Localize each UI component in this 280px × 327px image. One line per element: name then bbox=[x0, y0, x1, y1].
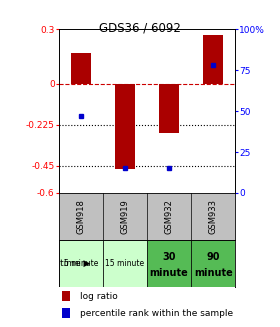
Bar bbox=[115, 84, 135, 169]
Text: percentile rank within the sample: percentile rank within the sample bbox=[80, 309, 233, 318]
Text: GSM918: GSM918 bbox=[76, 199, 85, 234]
Text: 30: 30 bbox=[162, 252, 176, 262]
Bar bbox=[103, 240, 147, 287]
Text: time ▶: time ▶ bbox=[60, 259, 90, 268]
Text: minute: minute bbox=[150, 268, 188, 278]
Text: 15 minute: 15 minute bbox=[105, 259, 144, 268]
Bar bbox=[71, 53, 91, 84]
Text: GSM932: GSM932 bbox=[165, 199, 174, 234]
Bar bbox=[62, 308, 70, 318]
Text: GSM919: GSM919 bbox=[120, 199, 129, 234]
Text: 90: 90 bbox=[206, 252, 220, 262]
Text: GDS36 / 6092: GDS36 / 6092 bbox=[99, 21, 181, 34]
Bar bbox=[191, 240, 235, 287]
Text: GSM933: GSM933 bbox=[209, 199, 218, 234]
Text: 5 minute: 5 minute bbox=[64, 259, 98, 268]
Bar bbox=[147, 240, 191, 287]
Text: log ratio: log ratio bbox=[80, 292, 118, 301]
Bar bbox=[62, 291, 70, 301]
Text: minute: minute bbox=[194, 268, 232, 278]
Bar bbox=[59, 240, 103, 287]
Bar bbox=[203, 35, 223, 84]
Bar bbox=[159, 84, 179, 133]
